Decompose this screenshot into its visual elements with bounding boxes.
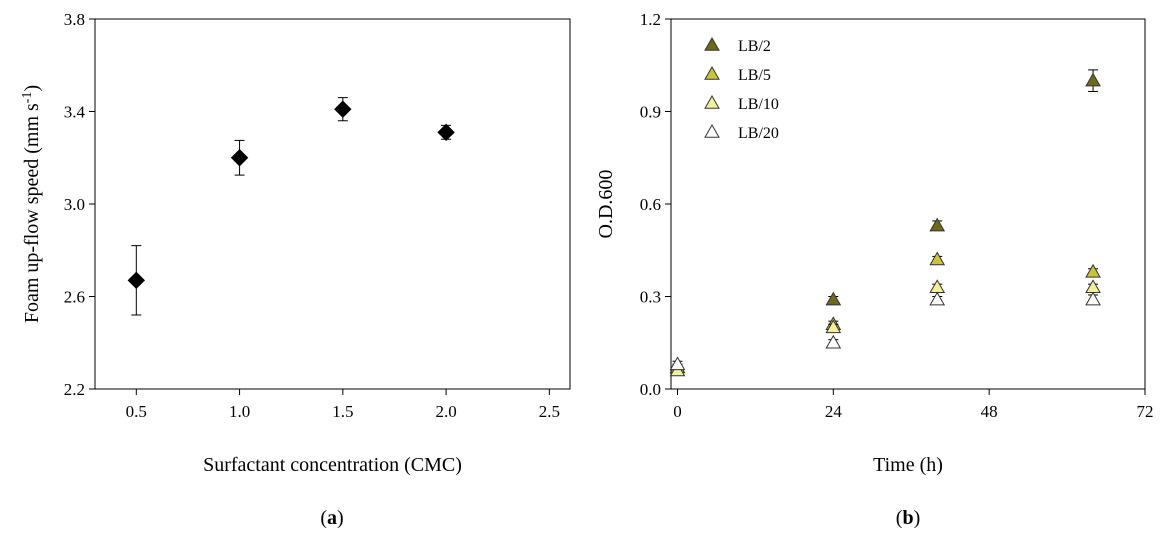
series-LB-10 (669, 279, 1101, 377)
y-axis-label: O.D.600 (595, 170, 617, 239)
x-axis-label: Time (h) (873, 454, 943, 476)
data-point (1085, 263, 1101, 278)
x-tick-label: 24 (825, 402, 843, 421)
y-tick-label: 3.4 (64, 103, 86, 122)
chart-panel-b: 0 24 48 72 0.0 0.3 0.6 0.9 1.2 Time (h) O.D.600 LB/… (595, 10, 1154, 476)
y-tick-label: 0.0 (640, 380, 661, 399)
data-point (929, 291, 946, 306)
data-point (929, 279, 946, 293)
x-axis-label: Surfactant concentration (CMC) (203, 454, 462, 476)
plot-frame (94, 18, 571, 390)
x-tick-label: 48 (981, 402, 998, 421)
y-tick-label: 2.6 (64, 288, 85, 307)
chart-panel-a: 0.5 1.0 1.5 2.0 2.5 2.2 2.6 3.0 3.4 3.8 Surfactant… (20, 10, 571, 476)
x-tick-label: 1.0 (229, 402, 250, 421)
y-tick-label: 0.9 (640, 103, 661, 122)
data-point (929, 251, 946, 266)
panel-caption: (b) (896, 507, 920, 529)
y-tick-label: 1.2 (640, 10, 661, 29)
x-tick-label: 0.5 (126, 402, 147, 421)
legend-marker (704, 123, 720, 138)
series-LB-20 (669, 291, 1101, 371)
data-point (230, 149, 249, 167)
legend-marker (704, 94, 720, 109)
x-tick-label: 2.0 (435, 402, 456, 421)
y-tick-label: 3.8 (64, 10, 85, 29)
legend-label: LB/2 (738, 38, 771, 55)
y-tick-label: 3.0 (64, 195, 85, 214)
legend-label: LB/10 (738, 96, 779, 113)
data-point (669, 356, 686, 371)
series-LB-2 (669, 69, 1101, 374)
data-point (929, 217, 946, 232)
y-tick-label: 2.2 (64, 380, 85, 399)
data-point (1085, 291, 1101, 306)
x-tick-label: 2.5 (539, 402, 560, 421)
legend-label: LB/5 (738, 67, 771, 84)
series-data (127, 97, 455, 316)
legend: LB/2 LB/5 LB/10 LB/20 (704, 36, 779, 142)
data-point (1085, 72, 1101, 87)
data-point (127, 271, 146, 290)
legend-marker (704, 65, 720, 80)
data-point (825, 319, 842, 334)
data-point (825, 291, 842, 306)
data-point (825, 334, 842, 349)
legend-label: LB/20 (738, 125, 779, 142)
y-axis-label: Foam up-flow speed (mm s-1) (20, 85, 44, 323)
x-tick-label: 1.5 (332, 402, 353, 421)
x-tick-label: 72 (1137, 402, 1154, 421)
data-point (334, 100, 352, 118)
y-tick-label: 0.6 (640, 195, 661, 214)
data-point (437, 123, 455, 142)
series-LB-5 (669, 251, 1101, 374)
data-point (1085, 279, 1101, 293)
y-tick-label: 0.3 (640, 288, 661, 307)
panel-caption: (a) (320, 507, 343, 529)
legend-marker (704, 36, 720, 51)
x-tick-label: 0 (673, 402, 682, 421)
